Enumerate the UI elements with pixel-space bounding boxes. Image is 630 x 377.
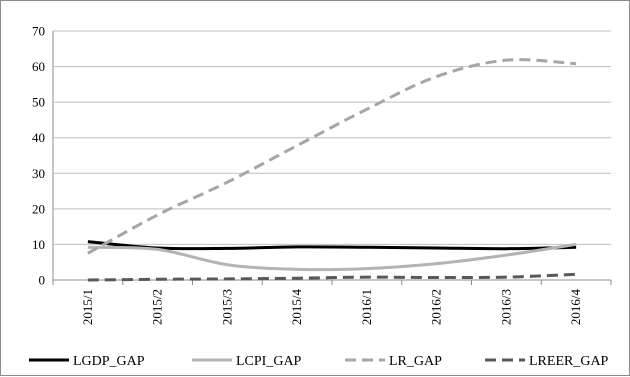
x-tick-label-2015-4: 2015/4 [289,289,304,326]
legend-label-lreer-gap: LREER_GAP [529,354,609,369]
legend-label-lcpi-gap: LCPI_GAP [236,354,302,369]
y-tick-label-10: 10 [32,237,45,252]
x-tick-label-2015-3: 2015/3 [219,289,234,325]
gridlines [53,30,611,245]
series-line-lr-gap [87,58,577,255]
x-tick-label-2016-4: 2016/4 [568,289,583,326]
x-tick-labels: 2015/1 2015/2 2015/3 2015/4 2016/1 2016/2 2016… [80,289,583,326]
y-tick-label-60: 60 [32,59,45,74]
series-line-lreer-gap [87,272,577,282]
y-tick-label-0: 0 [39,273,46,288]
y-tick-label-40: 40 [32,130,45,145]
x-tick-label-2016-2: 2016/2 [429,289,444,325]
series-line-lgdp-gap [87,240,577,251]
series-line-lcpi-gap [87,242,577,272]
legend-label-lgdp-gap: LGDP_GAP [73,354,145,369]
legend-label-lr-gap: LR_GAP [389,354,442,369]
y-tick-labels: 0 10 20 30 40 50 60 70 [32,24,45,288]
y-tick-label-30: 30 [32,166,45,181]
y-tick-label-20: 20 [32,201,45,216]
x-tick-label-2015-1: 2015/1 [80,289,95,325]
y-tick-label-70: 70 [32,24,45,39]
x-tick-label-2015-2: 2015/2 [150,289,165,325]
series-lines [87,58,577,282]
y-tick-label-50: 50 [32,95,45,110]
legend: LGDP_GAP LCPI_GAP LR_GAP LREER_GAP [29,354,609,369]
x-tick-label-2016-1: 2016/1 [359,289,374,325]
x-tick-label-2016-3: 2016/3 [498,289,513,325]
